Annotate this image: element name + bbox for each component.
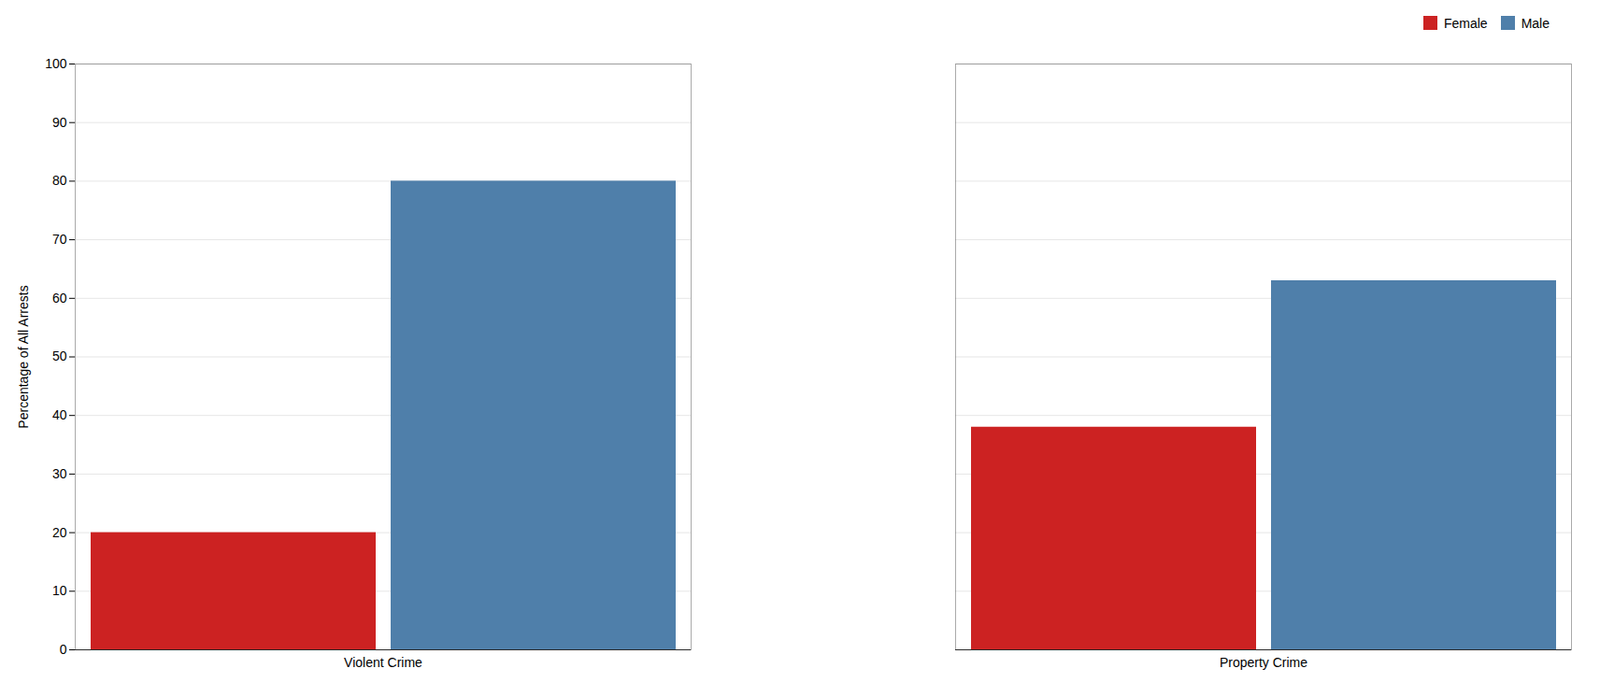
html-text:Female: Female <box>1443 15 1488 31</box>
svg-text:80: 80 <box>52 172 68 188</box>
svg-text:20: 20 <box>52 525 68 541</box>
svg-text:40: 40 <box>52 407 68 423</box>
svg-text:0: 0 <box>59 642 68 658</box>
svg-text:70: 70 <box>52 231 68 247</box>
svg-text:Property Crime: Property Crime <box>1219 655 1308 671</box>
svg-text:10: 10 <box>52 583 68 599</box>
svg-text:50: 50 <box>52 348 68 364</box>
html-text:Male: Male <box>1521 15 1550 31</box>
svg-text:100: 100 <box>44 56 68 72</box>
svg-text:60: 60 <box>52 290 68 306</box>
svg-text:Violent Crime: Violent Crime <box>343 655 423 671</box>
svg-text:Percentage of All Arrests: Percentage of All Arrests <box>15 285 31 429</box>
svg-text:90: 90 <box>52 114 68 130</box>
svg-text:30: 30 <box>52 466 68 482</box>
